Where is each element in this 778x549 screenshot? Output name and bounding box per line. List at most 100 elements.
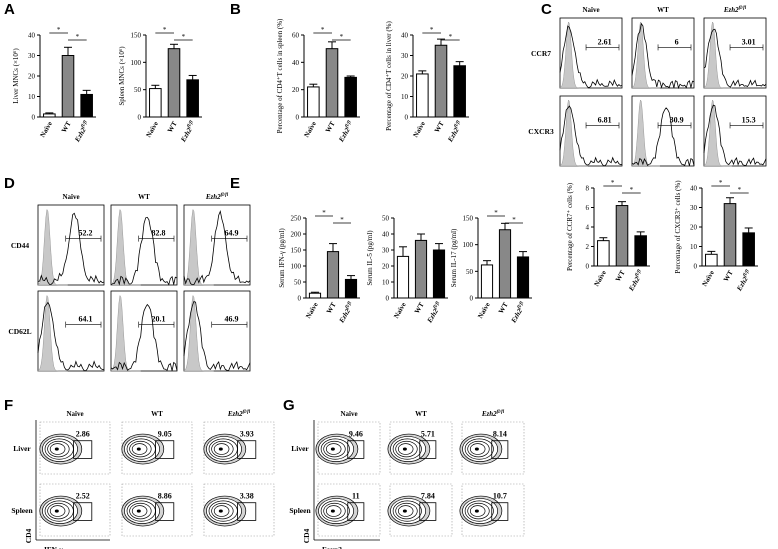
contour-center-dot_G: [330, 447, 335, 451]
category-label-E3-1: WT: [497, 301, 510, 315]
y-axis-label-E1: Serum IFN-γ (pg/ml): [278, 228, 286, 288]
bar-C1-1: [615, 205, 629, 267]
column-label-flow_C-1: WT: [657, 6, 669, 14]
isotype-histogram: [110, 208, 141, 286]
sig-star-B2: *: [430, 26, 434, 34]
y-axis-label-C2: Percentage of CXCR3⁺ cells (%): [674, 180, 682, 274]
column-label-dot_F-0: Naïve: [66, 410, 83, 418]
y-tick-label-C2: 40: [690, 185, 698, 193]
y-tick-label-A2: 150: [131, 32, 142, 40]
y-tick-label-C2: 30: [690, 204, 698, 212]
y-tick-label-B1: 0: [296, 114, 300, 122]
category-label-A2-1: WT: [166, 120, 179, 134]
histogram-frame-flow_D: [37, 204, 105, 286]
sig-star-B2: *: [449, 33, 453, 41]
gate-percent-flow_C: 2.61: [598, 37, 612, 46]
contour-center-dot_G: [402, 447, 407, 451]
bar-C1-2: [634, 235, 647, 267]
sig-star-A2: *: [182, 33, 186, 41]
y-tick-label-C1: 6: [586, 204, 590, 212]
isotype-histogram: [37, 294, 68, 372]
y-tick-label-E1: 200: [291, 231, 302, 239]
sig-star-C2: *: [738, 186, 742, 194]
isotype-histogram: [631, 21, 660, 89]
y-axis-label-E3: Serum IL-17 (pg/ml): [450, 228, 458, 287]
row-label-flow_D-0: CD44: [11, 241, 30, 250]
bar-B2-0: [416, 73, 429, 118]
histogram-frame-flow_C: [559, 17, 623, 89]
row-label-dot_G-1: Spleen: [289, 506, 311, 515]
category-label-C2-1: WT: [722, 269, 735, 283]
y-tick-label-C1: 8: [586, 185, 590, 193]
bar-E3-1: [498, 229, 512, 299]
gate-percent-dot_G: 8.14: [493, 430, 507, 439]
sig-star-A1: *: [57, 26, 61, 34]
y-tick-label-A1: 10: [28, 93, 36, 101]
bar-E1-2: [344, 278, 358, 299]
y-tick-label-A2: 100: [131, 59, 142, 67]
histogram-frame-flow_C: [631, 95, 695, 167]
column-label-dot_G-0: Naïve: [340, 410, 357, 418]
y-axis-label-B1: Percentage of CD4⁺T cells in spleen (%): [276, 18, 284, 133]
bar-E3-0: [480, 264, 494, 299]
gate-percent-flow_D: 64.9: [225, 229, 239, 238]
gate-box-dot_G: [491, 502, 509, 521]
y-tick-label-B2: 20: [401, 73, 409, 81]
gate-percent-flow_C: 6.81: [598, 115, 612, 124]
sample-histogram: [183, 300, 251, 372]
isotype-histogram: [703, 99, 732, 167]
histogram-frame-flow_D: [110, 204, 178, 286]
sample-histogram: [110, 303, 178, 371]
y-tick-label-B2: 30: [401, 52, 409, 60]
gate-percent-flow_D: 64.1: [79, 315, 93, 324]
column-label-dot_F-1: WT: [151, 410, 163, 418]
panel-letter-C: C: [541, 1, 552, 18]
y-tick-label-B2: 10: [401, 93, 409, 101]
bar-E1-0: [308, 292, 322, 299]
sample-histogram: [703, 104, 767, 167]
bar-C1-0: [597, 240, 610, 267]
gate-percent-flow_C: 6: [675, 37, 679, 46]
gate-percent-dot_G: 11: [352, 492, 360, 501]
category-label-B2-1: WT: [433, 120, 446, 134]
category-label-A2-0: Naïve: [145, 120, 160, 139]
category-label-E1-1: WT: [325, 301, 338, 315]
gate-box-dot_F: [155, 440, 175, 459]
category-label-B2-0: Naïve: [412, 120, 427, 139]
y-axis-label-dot_G: CD4: [302, 528, 311, 543]
y-tick-label-A2: 0: [138, 114, 142, 122]
gate-percent-dot_F: 2.86: [76, 430, 90, 439]
contour-center-dot_F: [218, 447, 223, 451]
sig-star-E3: *: [494, 209, 498, 217]
contour-center-dot_F: [54, 447, 59, 451]
sig-star-E1: *: [340, 216, 344, 224]
gate-percent-dot_G: 9.46: [349, 430, 363, 439]
row-label-dot_G-0: Liver: [291, 444, 309, 453]
column-label-flow_C-0: Naïve: [582, 6, 599, 14]
gate-box-dot_F: [155, 502, 175, 521]
panel-letter-A: A: [4, 1, 15, 18]
gate-box-dot_F: [237, 502, 257, 521]
category-label-E2-2: Ezh2fl/fl: [425, 300, 444, 325]
sample-histogram: [559, 25, 623, 88]
bar-E1-1: [326, 251, 340, 299]
y-tick-label-B1: 20: [292, 86, 300, 94]
contour-center-dot_F: [136, 447, 141, 451]
bar-B1-2: [344, 76, 357, 118]
category-label-E1-2: Ezh2fl/fl: [337, 300, 356, 325]
gate-percent-flow_D: 52.2: [79, 229, 93, 238]
y-tick-label-E2: 30: [382, 247, 390, 255]
isotype-histogram: [703, 21, 732, 89]
y-tick-label-E2: 10: [382, 279, 390, 287]
histogram-frame-flow_D: [110, 290, 178, 372]
gate-percent-dot_F: 3.38: [240, 492, 254, 501]
bar-C2-1: [723, 203, 737, 267]
sample-histogram: [703, 28, 767, 88]
bar-C2-0: [705, 253, 718, 267]
sig-star-C1: *: [630, 186, 634, 194]
y-tick-label-A2: 50: [134, 86, 142, 94]
contour-center-dot_F: [218, 509, 223, 513]
contour-center-dot_G: [474, 447, 479, 451]
gate-percent-dot_F: 2.52: [76, 492, 90, 501]
